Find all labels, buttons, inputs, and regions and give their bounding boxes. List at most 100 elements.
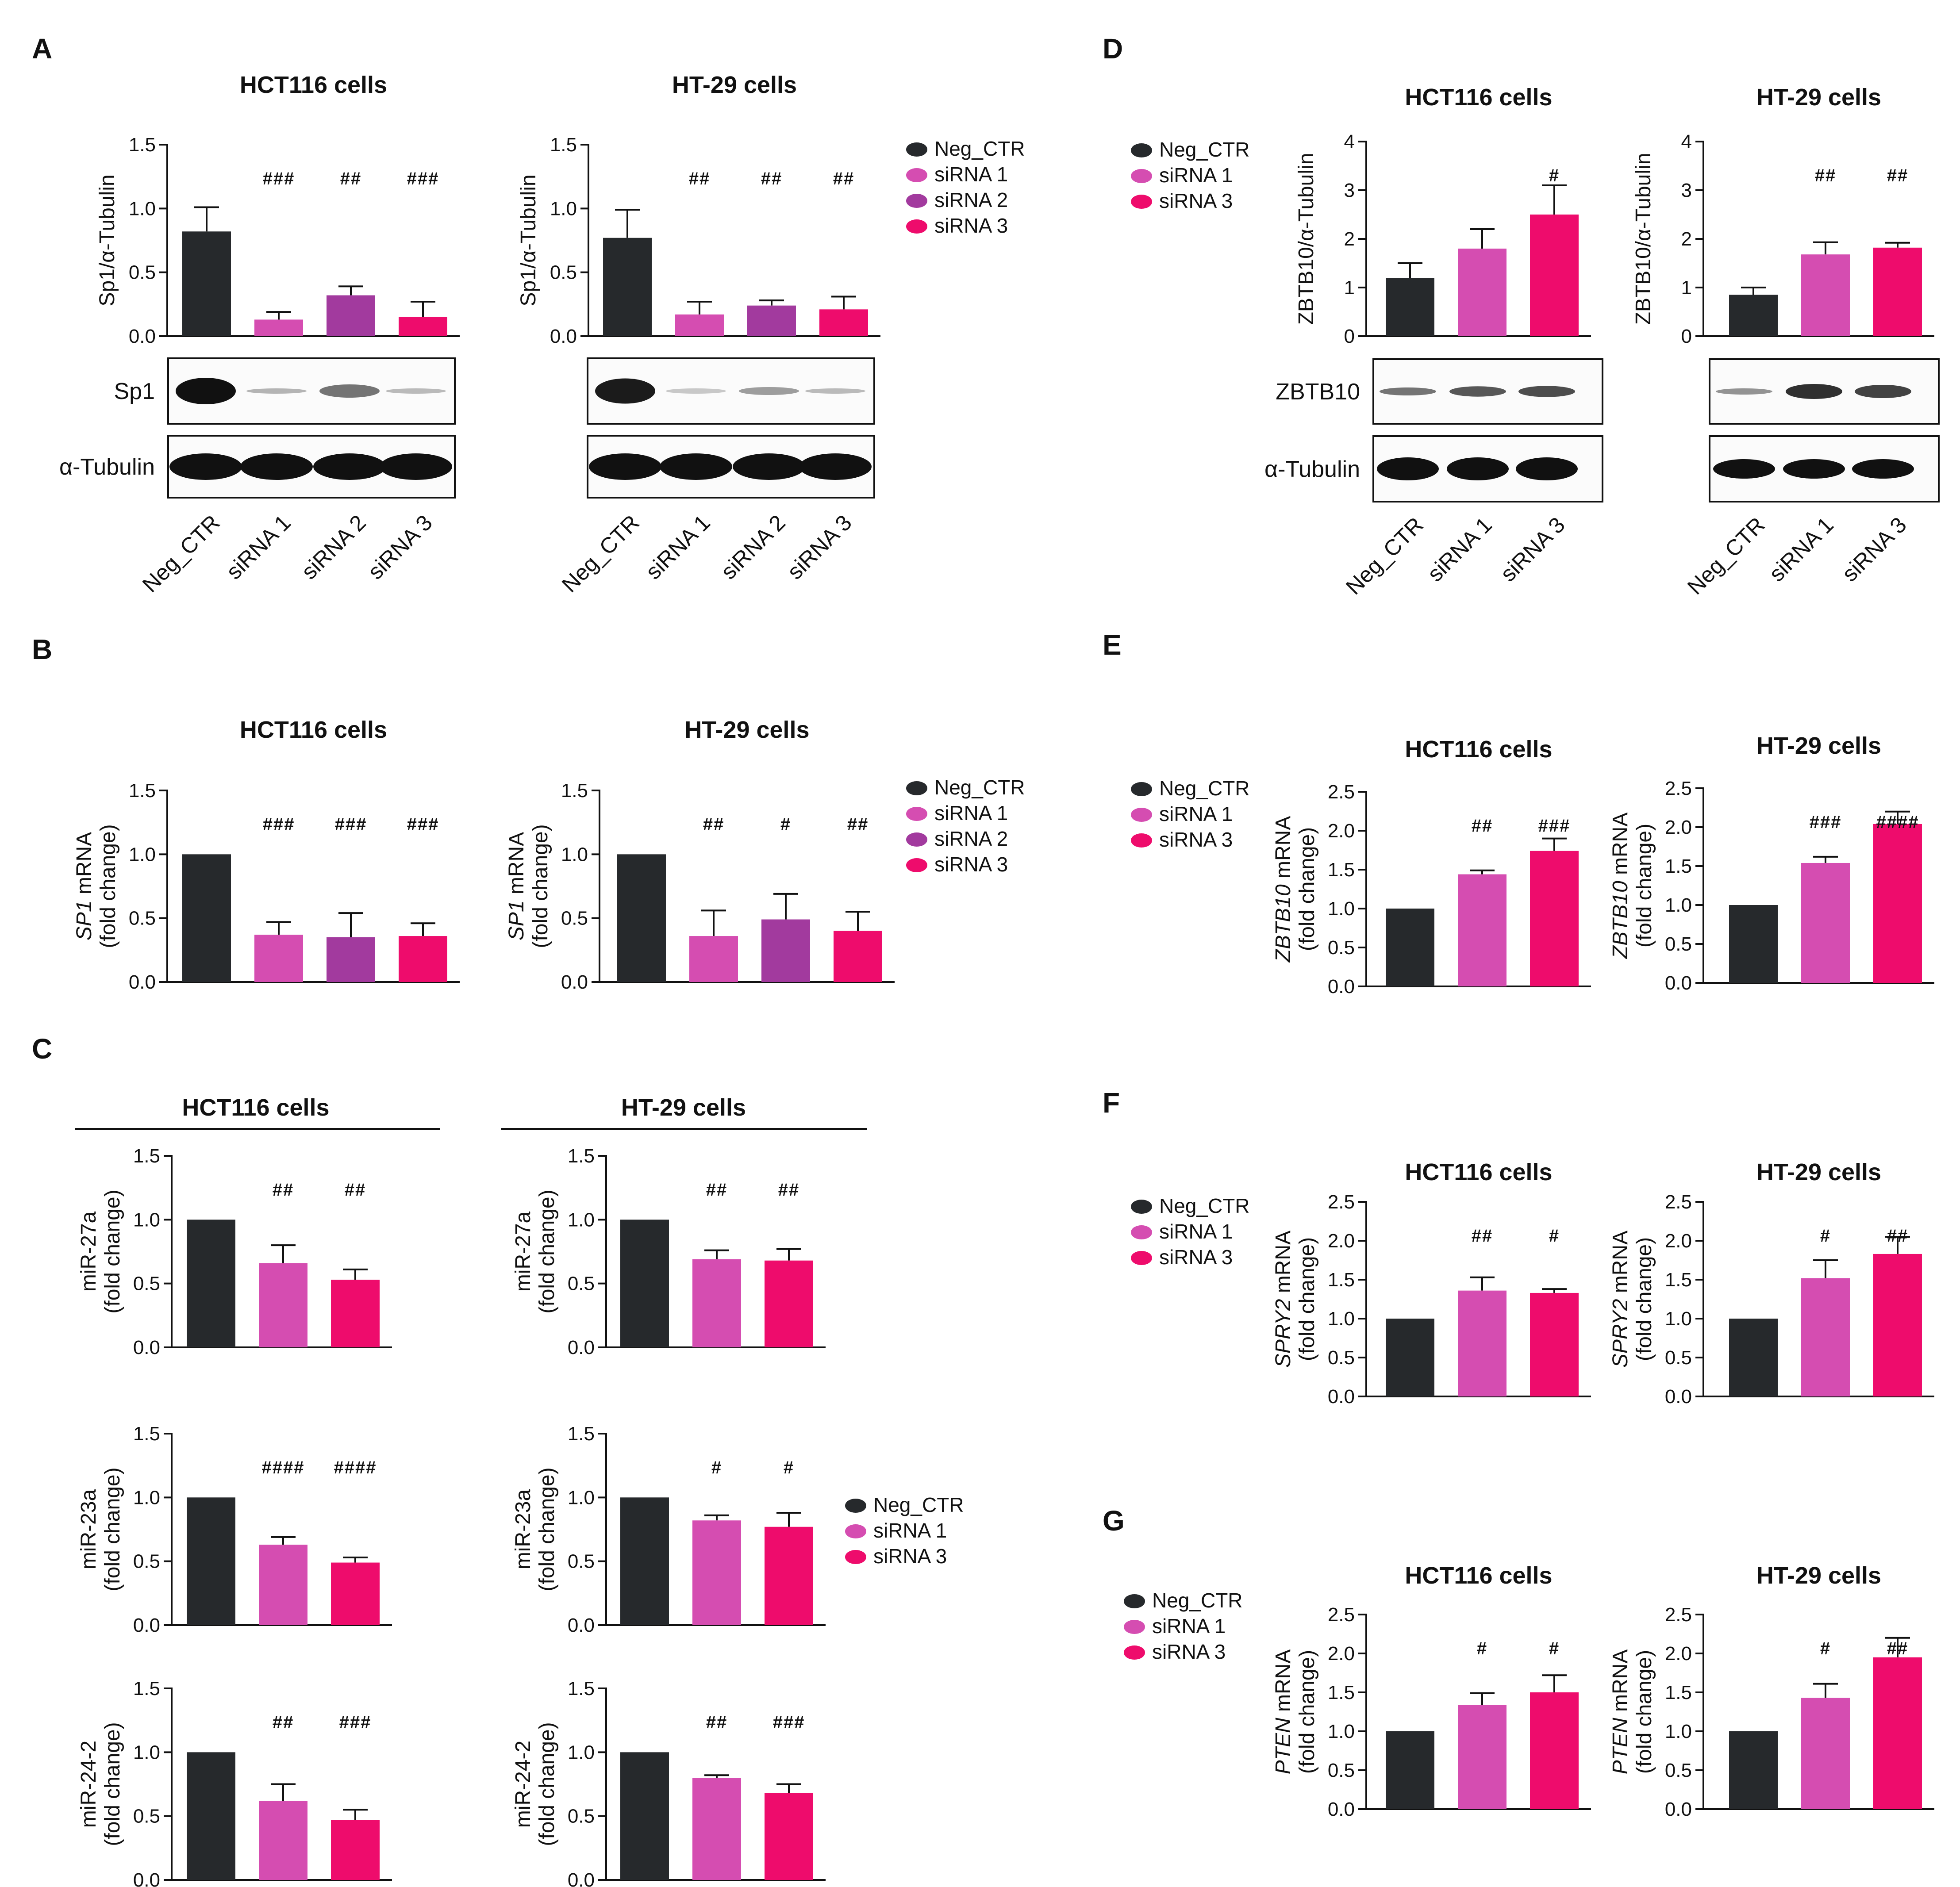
legend-swatch xyxy=(1131,808,1152,822)
y-axis-label: SP1 mRNA xyxy=(73,832,96,940)
bar-sirna-3 xyxy=(1530,851,1579,986)
y-axis-label: (fold change) xyxy=(535,1467,559,1591)
significance-mark: ### xyxy=(407,169,439,188)
bar-sirna-1 xyxy=(259,1801,307,1880)
bar-sirna-1 xyxy=(1801,254,1850,336)
blot-label: Sp1 xyxy=(114,379,155,404)
y-tick-label: 2.5 xyxy=(1328,781,1355,803)
blot-band xyxy=(380,453,452,480)
panel-letter-f: F xyxy=(1103,1087,1120,1119)
blot-band xyxy=(240,453,313,480)
y-axis-label: SPRY2 mRNA xyxy=(1609,1231,1632,1368)
chart-title: HCT116 cells xyxy=(240,72,387,98)
y-tick-label: 2 xyxy=(1344,228,1355,250)
chart-title: HCT116 cells xyxy=(1405,84,1552,111)
y-axis-label: (fold change) xyxy=(529,824,552,948)
legend-swatch xyxy=(845,1499,866,1513)
y-tick-label: 0.5 xyxy=(133,1551,160,1572)
y-tick-label: 0.5 xyxy=(568,1551,595,1572)
significance-mark: # xyxy=(1549,166,1560,185)
bar-sirna-1 xyxy=(254,319,303,336)
blot-band xyxy=(805,388,865,394)
significance-mark: ### xyxy=(1810,813,1842,832)
y-tick-label: 0.5 xyxy=(133,1273,160,1295)
legend-label: siRNA 3 xyxy=(1159,828,1233,851)
bar-sirna-3 xyxy=(1530,215,1579,336)
y-tick-label: 0.0 xyxy=(133,1869,160,1887)
panel-letter-c: C xyxy=(32,1033,52,1065)
blot-band xyxy=(1713,459,1775,479)
y-tick-label: 0.5 xyxy=(129,908,156,929)
chart-title: HCT116 cells xyxy=(1405,736,1552,763)
y-tick-label: 0.0 xyxy=(1665,972,1692,994)
blot-band xyxy=(666,388,726,394)
legend-swatch xyxy=(906,168,927,182)
bar-neg-ctr xyxy=(187,1752,235,1880)
bar-sirna-3 xyxy=(1873,247,1922,336)
chart-e1: E HCT116 cells 0.0 0.5 1.0 1.5 2.0 2.5 ZBTB10 mR… xyxy=(1103,629,1591,997)
legend-label: Neg_CTR xyxy=(934,776,1025,799)
y-axis-label: miR-27a xyxy=(77,1212,100,1292)
y-tick-label: 1.5 xyxy=(1328,859,1355,881)
blot-a1-sp1: Sp1 xyxy=(114,357,456,425)
significance-mark: #### xyxy=(262,1458,305,1477)
y-tick-label: 1.5 xyxy=(129,780,156,802)
y-tick-label: 2 xyxy=(1681,228,1692,250)
bar-sirna-2 xyxy=(327,295,375,336)
legend-swatch xyxy=(1124,1645,1145,1660)
y-tick-label: 0.0 xyxy=(1665,1799,1692,1820)
significance-mark: ## xyxy=(1472,816,1493,836)
bar-sirna-3 xyxy=(765,1526,813,1625)
lane-label: siRNA 2 xyxy=(716,510,790,584)
bar-sirna-1 xyxy=(1458,1705,1507,1809)
blot-band xyxy=(595,378,655,404)
significance-mark: ## xyxy=(833,169,855,188)
y-tick-label: 4 xyxy=(1681,131,1692,153)
y-tick-label: 1.0 xyxy=(133,1487,160,1508)
legend-label: siRNA 3 xyxy=(873,1545,947,1568)
bar-sirna-1 xyxy=(259,1263,307,1347)
y-axis-label: miR-23a xyxy=(77,1489,100,1570)
y-tick-label: 1.0 xyxy=(1328,898,1355,920)
blot-band xyxy=(1786,384,1842,399)
y-tick-label: 1.5 xyxy=(550,134,577,156)
chart-g1: G HCT116 cells 0.0 0.5 1.0 1.5 2.0 2.5 PTEN mRNA… xyxy=(1103,1505,1591,1820)
y-axis-label: ZBTB10 mRNA xyxy=(1272,816,1295,963)
significance-mark: ### xyxy=(263,815,295,834)
lane-label: siRNA 3 xyxy=(782,510,856,584)
legend-label: siRNA 3 xyxy=(1152,1640,1226,1663)
panel-letter-d: D xyxy=(1103,33,1123,65)
bar-neg-ctr xyxy=(1729,905,1778,983)
legend-label: Neg_CTR xyxy=(934,137,1025,160)
legend-swatch xyxy=(906,219,927,234)
legend-label: siRNA 1 xyxy=(1159,164,1233,187)
y-tick-label: 2.5 xyxy=(1665,1604,1692,1626)
legend-label: siRNA 1 xyxy=(1159,1220,1233,1243)
y-tick-label: 0.0 xyxy=(568,1337,595,1358)
chart-title: HCT116 cells xyxy=(240,717,387,743)
y-tick-label: 2.5 xyxy=(1665,778,1692,799)
y-tick-label: 0.5 xyxy=(1328,937,1355,959)
legend-swatch xyxy=(1131,1200,1152,1214)
legend-label: siRNA 1 xyxy=(934,802,1008,825)
significance-mark: ## xyxy=(847,815,869,834)
panel-letter-g: G xyxy=(1103,1505,1125,1537)
significance-mark: # xyxy=(1549,1639,1560,1658)
y-tick-label: 0.0 xyxy=(129,326,156,347)
legend-label: siRNA 3 xyxy=(934,214,1008,237)
panel-c-title-hct116: HCT116 cells xyxy=(182,1094,329,1121)
bar-sirna-1 xyxy=(692,1259,741,1347)
y-tick-label: 1.5 xyxy=(133,1678,160,1699)
legend-label: Neg_CTR xyxy=(1159,138,1250,161)
bar-sirna-1 xyxy=(1801,1698,1850,1809)
y-tick-label: 3 xyxy=(1681,180,1692,201)
blot-band xyxy=(1783,459,1845,479)
bar-sirna-3 xyxy=(834,931,882,982)
y-tick-label: 2.5 xyxy=(1328,1604,1355,1626)
lane-label: siRNA 1 xyxy=(1764,512,1838,586)
y-tick-label: 1.0 xyxy=(129,844,156,865)
y-axis-label: miR-27a xyxy=(511,1212,535,1292)
